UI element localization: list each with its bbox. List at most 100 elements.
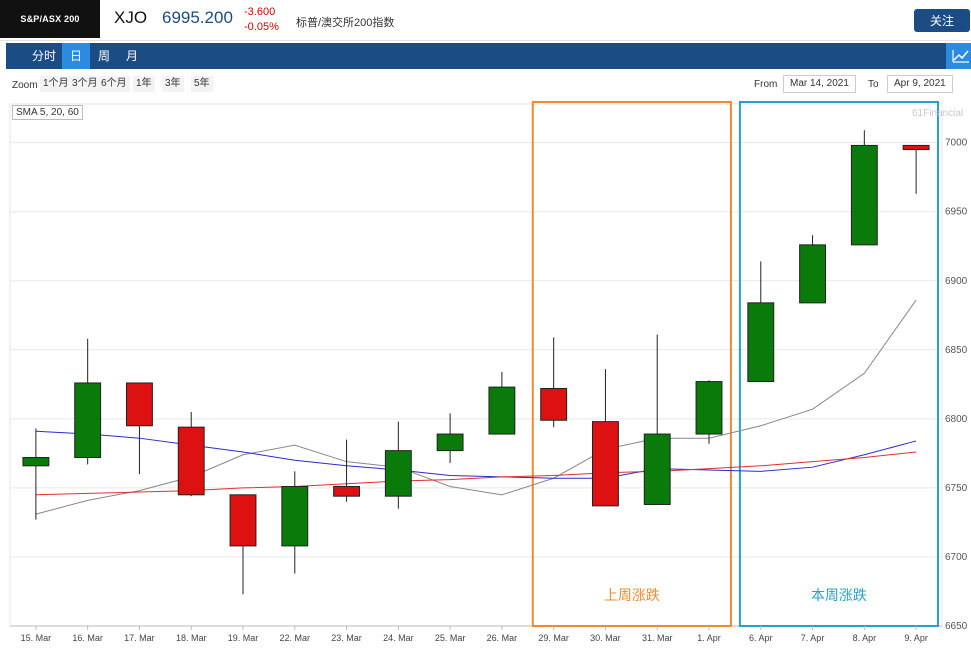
change-percent: -0.05% bbox=[244, 21, 279, 33]
x-tick-label: 9. Apr bbox=[904, 633, 928, 643]
to-label: To bbox=[868, 79, 879, 90]
candle-body bbox=[850, 144, 878, 246]
price-value: 6995.200 bbox=[162, 8, 233, 27]
up-candle bbox=[281, 471, 309, 574]
candle-body bbox=[747, 302, 775, 383]
candle-body bbox=[540, 387, 568, 421]
y-tick-label-6700: 6700 bbox=[945, 552, 968, 563]
zoom-label: Zoom bbox=[12, 80, 38, 91]
down-candle bbox=[540, 337, 568, 428]
up-candle bbox=[384, 421, 412, 509]
follow-button[interactable]: 关注 bbox=[914, 9, 970, 32]
from-label: From bbox=[754, 79, 778, 90]
x-tick-label: 26. Mar bbox=[487, 633, 518, 643]
candle-body bbox=[902, 144, 930, 151]
up-candle bbox=[799, 235, 826, 304]
x-tick-label: 1. Apr bbox=[697, 633, 721, 643]
down-candle bbox=[126, 382, 153, 475]
y-tick-label-6750: 6750 bbox=[945, 483, 968, 494]
candle-body bbox=[229, 494, 257, 547]
up-candle bbox=[850, 130, 878, 246]
header-bar: S&P/ASX 200 XJO 6995.200 -3.600 -0.05% 标… bbox=[0, 0, 971, 41]
up-candle bbox=[74, 338, 102, 465]
candle-body bbox=[74, 382, 102, 459]
down-candle bbox=[229, 494, 257, 595]
change-block: -3.600 -0.05% bbox=[244, 5, 279, 35]
index-logo: S&P/ASX 200 bbox=[0, 0, 100, 38]
x-tick-label: 30. Mar bbox=[590, 633, 621, 643]
down-candle bbox=[902, 144, 930, 194]
y-tick-label-6850: 6850 bbox=[945, 345, 968, 356]
up-candle bbox=[436, 413, 464, 464]
x-tick-label: 8. Apr bbox=[853, 633, 877, 643]
line-chart-icon[interactable] bbox=[946, 43, 971, 69]
x-axis-labels: 15. Mar 16. Mar 17. Mar 18. Mar 19. Mar 22. M… bbox=[21, 626, 928, 643]
this-week-box bbox=[738, 101, 940, 627]
down-candle bbox=[177, 411, 205, 497]
up-candle bbox=[747, 261, 775, 383]
period-tab-bar: 分时 日 周 月 bbox=[6, 43, 971, 69]
symbol-label: XJO bbox=[114, 8, 148, 27]
to-date-input[interactable]: Apr 9, 2021 bbox=[887, 75, 953, 93]
tab-weekly[interactable]: 周 bbox=[97, 49, 110, 63]
zoom-1m-button[interactable]: 1个月 bbox=[40, 76, 72, 92]
candle-body bbox=[592, 421, 619, 507]
candle-body bbox=[22, 457, 50, 467]
x-tick-label: 6. Apr bbox=[749, 633, 773, 643]
tab-daily[interactable]: 日 bbox=[62, 43, 90, 69]
plot-area bbox=[9, 103, 943, 627]
candle-body bbox=[488, 386, 516, 435]
tab-monthly[interactable]: 月 bbox=[125, 49, 138, 63]
candle-body bbox=[643, 433, 671, 505]
last-week-box-label: 上周涨跌 bbox=[604, 588, 660, 604]
y-tick-label-6800: 6800 bbox=[945, 414, 968, 425]
zoom-3y-button[interactable]: 3年 bbox=[162, 76, 184, 92]
zoom-3m-button[interactable]: 3个月 bbox=[69, 76, 101, 92]
y-tick-label-6650: 6650 bbox=[945, 621, 968, 632]
x-tick-label: 23. Mar bbox=[331, 633, 362, 643]
up-candle bbox=[22, 428, 50, 520]
candle-body bbox=[436, 433, 464, 452]
zoom-5y-button[interactable]: 5年 bbox=[191, 76, 213, 92]
candle-body bbox=[126, 382, 153, 427]
this-week-box-label: 本周涨跌 bbox=[811, 588, 867, 604]
x-tick-label: 17. Mar bbox=[124, 633, 155, 643]
y-axis-labels: 6650 6700 6750 6800 6850 6900 6950 7000 bbox=[945, 138, 968, 632]
x-tick-label: 22. Mar bbox=[280, 633, 311, 643]
down-candle bbox=[592, 369, 619, 507]
zoom-bar: Zoom 1个月 3个月 6个月 1年 3年 5年 From Mar 14, 2… bbox=[0, 72, 971, 96]
x-tick-label: 15. Mar bbox=[21, 633, 52, 643]
x-tick-label: 19. Mar bbox=[228, 633, 259, 643]
up-candle bbox=[695, 380, 723, 444]
up-candle bbox=[488, 371, 516, 435]
x-tick-label: 25. Mar bbox=[435, 633, 466, 643]
candle-body bbox=[281, 486, 309, 547]
up-candle bbox=[643, 334, 671, 505]
annotation-boxes bbox=[531, 101, 940, 627]
sma-indicator-label: SMA 5, 20, 60 bbox=[12, 105, 83, 120]
x-tick-label: 29. Mar bbox=[538, 633, 569, 643]
candle-body bbox=[333, 486, 361, 497]
sma20-line bbox=[35, 430, 917, 479]
zoom-6m-button[interactable]: 6个月 bbox=[98, 76, 130, 92]
y-tick-label-6900: 6900 bbox=[945, 276, 968, 287]
sma-lines bbox=[35, 299, 917, 515]
down-candle bbox=[333, 439, 361, 502]
from-date-input[interactable]: Mar 14, 2021 bbox=[783, 75, 856, 93]
candle-body bbox=[799, 244, 826, 304]
annotation-labels: 上周涨跌 本周涨跌 bbox=[604, 588, 867, 604]
zoom-1y-button[interactable]: 1年 bbox=[133, 76, 155, 92]
x-tick-label: 18. Mar bbox=[176, 633, 207, 643]
change-value: -3.600 bbox=[244, 6, 276, 18]
grid-lines bbox=[9, 103, 943, 627]
candle-body bbox=[695, 381, 723, 435]
x-tick-label: 24. Mar bbox=[383, 633, 414, 643]
tab-intraday[interactable]: 分时 bbox=[31, 49, 56, 63]
index-name: 标普/澳交所200指数 bbox=[296, 17, 395, 29]
y-tick-label-6950: 6950 bbox=[945, 207, 968, 218]
last-week-box bbox=[531, 101, 732, 627]
candles bbox=[22, 130, 930, 595]
x-tick-label: 31. Mar bbox=[642, 633, 673, 643]
candle-body bbox=[384, 450, 412, 497]
